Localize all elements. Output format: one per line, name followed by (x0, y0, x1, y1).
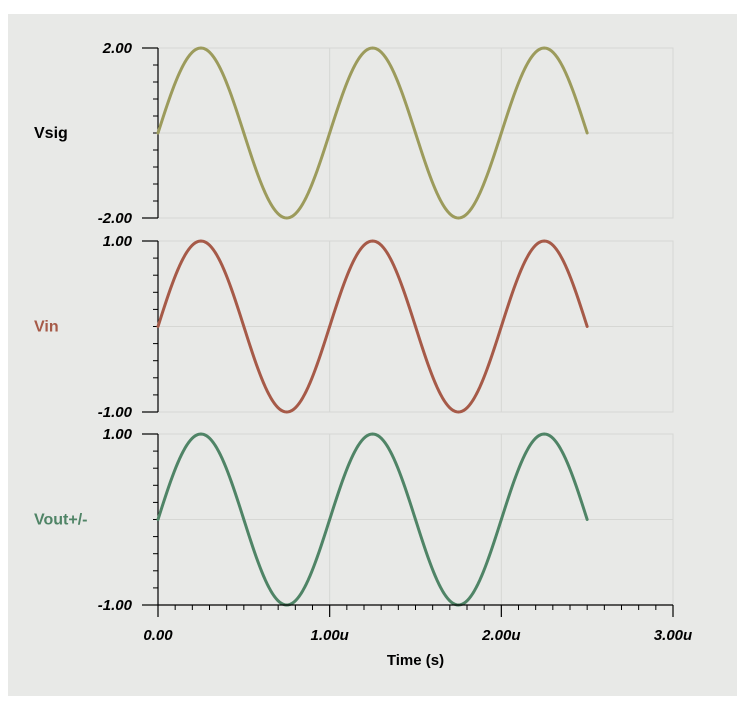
panel-2: 1.00 -1.00 Vout+/- (34, 426, 674, 614)
panel-0: 2.00 -2.00 Vsig (34, 40, 674, 227)
x-tick-label: 1.00u (310, 627, 348, 644)
x-tick-label: 0.00 (143, 627, 173, 644)
x-tick-label: 3.00u (654, 627, 692, 644)
y-tick-label-top: 1.00 (103, 233, 133, 250)
y-tick-label-top: 1.00 (103, 426, 133, 443)
series-line-Vsig (156, 46, 589, 220)
y-tick-label-bottom: -1.00 (98, 597, 133, 614)
y-tick-label-bottom: -2.00 (98, 210, 133, 227)
x-tick-label: 2.00u (481, 627, 520, 644)
y-tick-label-top: 2.00 (102, 40, 133, 57)
series-label: Vin (34, 319, 59, 336)
series-label: Vout+/- (34, 512, 87, 529)
series-line-Vout+/- (156, 432, 589, 607)
series-line-Vin (156, 239, 589, 414)
y-tick-label-bottom: -1.00 (98, 404, 133, 421)
panel-1: 1.00 -1.00 Vin (34, 233, 674, 421)
chart-background (8, 14, 737, 696)
series-label: Vsig (34, 125, 68, 142)
x-axis-label: Time (s) (387, 652, 444, 669)
